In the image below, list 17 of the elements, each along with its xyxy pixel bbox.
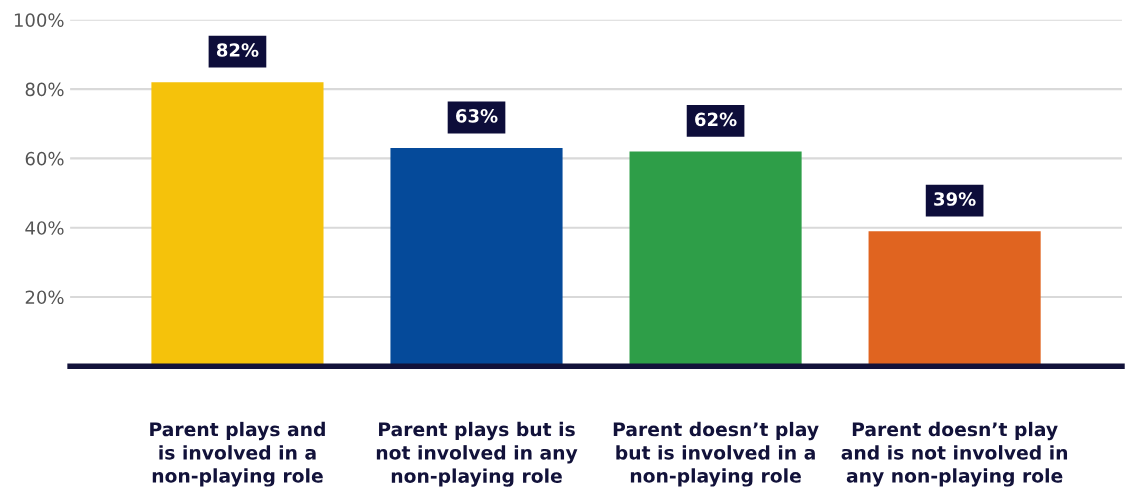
x-tick-label: Parent plays but is not involved in any non-playing role: [376, 421, 578, 487]
y-tick-label: 60%: [25, 151, 64, 166]
data-label: 39%: [934, 192, 976, 206]
y-tick-label: 80%: [25, 82, 64, 97]
data-label: 62%: [695, 112, 737, 127]
bar: [868, 231, 1041, 367]
y-tick-label: 40%: [25, 221, 64, 235]
bar: [390, 148, 563, 367]
data-label: 63%: [456, 109, 498, 123]
bar: [151, 82, 324, 367]
y-tick-label: 100%: [14, 13, 64, 27]
x-tick-label: Parent plays and is involved in a non-playing role: [150, 421, 325, 487]
bar: [629, 151, 802, 367]
x-tick-label: Parent doesn’t play but is involved in a non-playing role: [613, 421, 819, 487]
x-tick-label: Parent doesn’t play and is not involved in any non-playing role: [841, 421, 1068, 487]
y-tick-label: 20%: [25, 290, 64, 305]
data-label: 82%: [216, 43, 259, 57]
